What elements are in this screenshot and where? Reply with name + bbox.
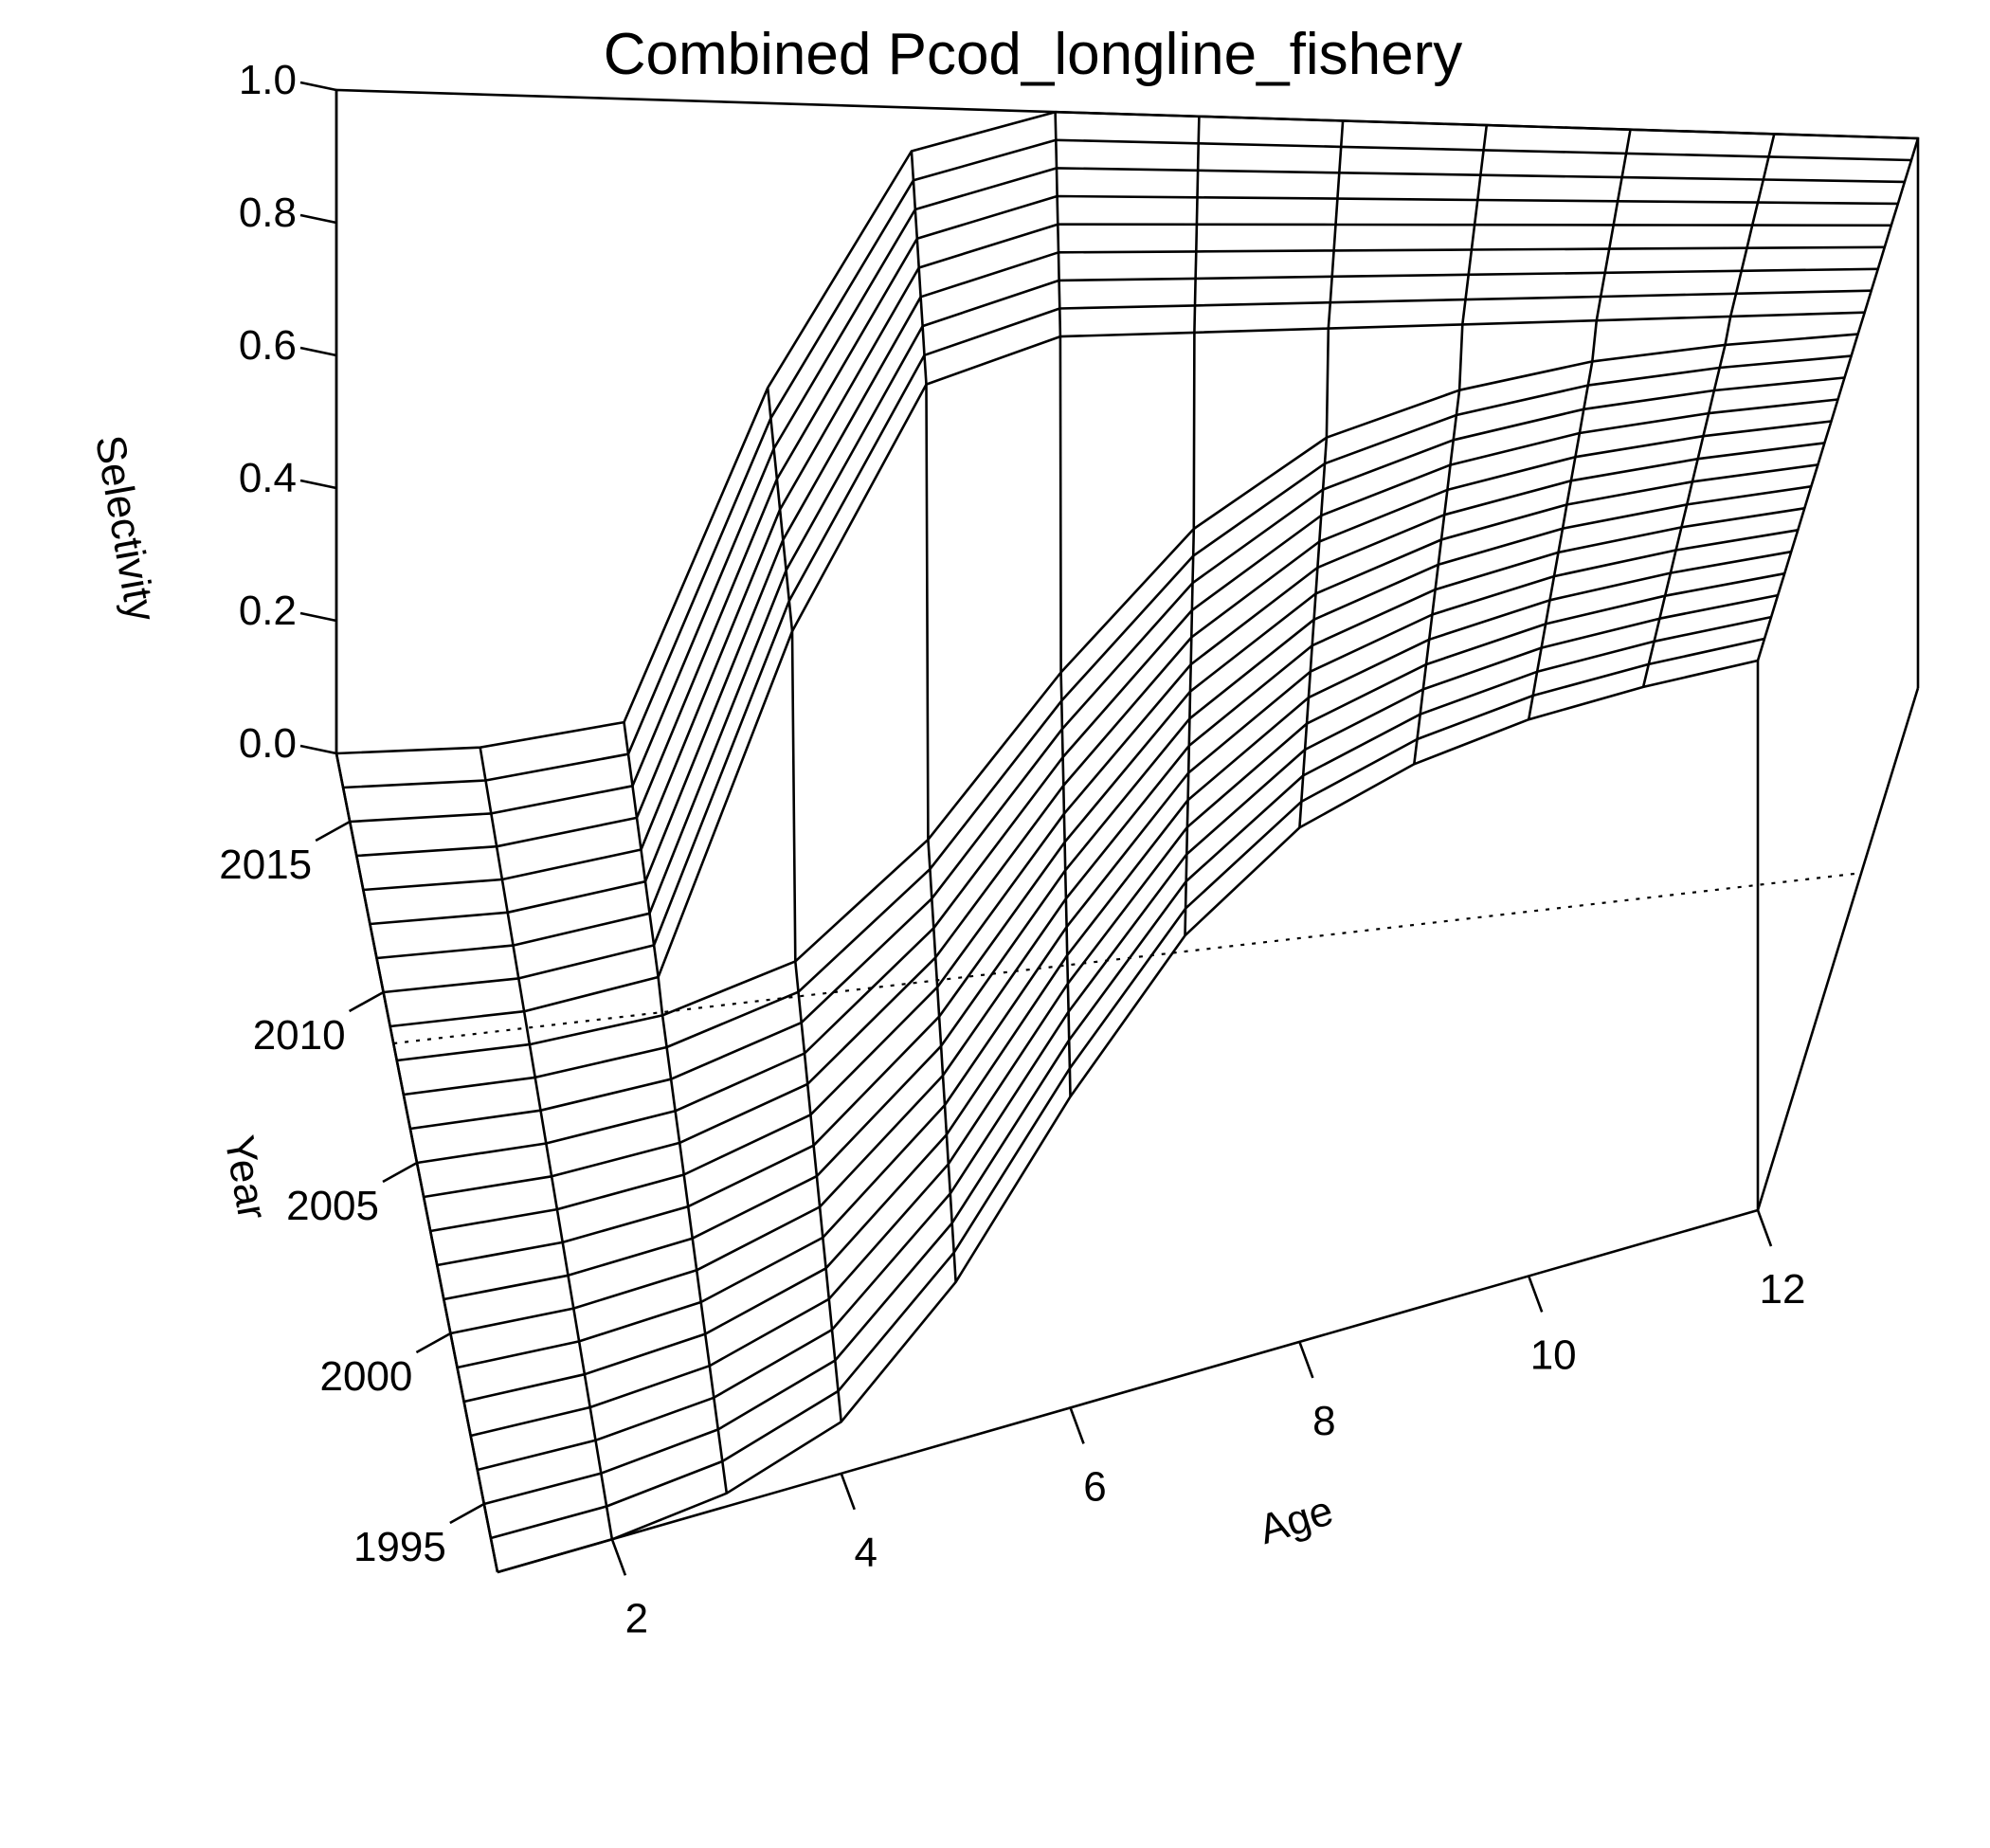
mesh-year-line (396, 333, 1858, 1062)
selectivity-tick-mark (299, 213, 337, 225)
selectivity-axis-label: Selectivity (86, 432, 165, 625)
mesh-year-line (463, 550, 1792, 1404)
age-tick-label: 6 (1083, 1463, 1106, 1510)
mesh-year-line (497, 659, 1759, 1574)
selectivity-tick-mark (299, 81, 337, 92)
mesh-year-line (470, 571, 1785, 1438)
mesh-year-line (450, 507, 1805, 1335)
age-tick-mark (1527, 1276, 1544, 1313)
mesh-year-line (356, 194, 1898, 858)
surface-mesh (335, 110, 1920, 1574)
age-tick-mark (610, 1538, 627, 1576)
mesh-year-line (443, 485, 1812, 1301)
year-tick-label: 2010 (253, 1012, 346, 1059)
age-axis: 2 4 6 8 10 12 (610, 1209, 1806, 1641)
year-tick-mark (449, 1502, 485, 1525)
mesh-year-line (490, 637, 1765, 1540)
year-tick-mark (382, 1161, 418, 1184)
mesh-year-line (429, 442, 1825, 1233)
year-tick-mark (348, 990, 385, 1013)
selectivity-tick-mark (299, 346, 337, 357)
mesh-year-line (335, 110, 1919, 755)
age-tick-label: 2 (625, 1595, 648, 1641)
selectivity-axis: 0.0 0.2 0.4 0.6 0.8 1.0 (239, 57, 337, 767)
mesh-year-line (376, 267, 1878, 960)
mesh-age-line (479, 747, 614, 1540)
year-tick-label: 2005 (286, 1183, 379, 1229)
mesh-age-line (1756, 137, 1920, 661)
mesh-year-line (403, 354, 1852, 1096)
mesh-year-line (477, 593, 1779, 1472)
year-tick-mark (415, 1332, 452, 1354)
box-edge-floor-front (497, 1208, 1759, 1574)
year-tick-label: 1995 (353, 1524, 446, 1570)
age-tick-label: 4 (854, 1530, 877, 1576)
age-tick-label: 8 (1312, 1398, 1335, 1444)
selectivity-tick-label: 0.4 (239, 455, 297, 501)
mesh-age-line (1641, 134, 1776, 688)
year-tick-mark (315, 820, 351, 842)
mesh-year-line (370, 245, 1885, 926)
mesh-year-line (343, 138, 1912, 789)
reference-year-line (393, 872, 1862, 1045)
mesh-age-line (1298, 120, 1345, 828)
age-tick-label: 12 (1760, 1266, 1806, 1313)
mesh-year-line (416, 398, 1838, 1165)
mesh-year-line (483, 615, 1772, 1506)
mesh-age-line (910, 151, 957, 1282)
mesh-year-line (350, 167, 1905, 824)
box-edge-floor-right (1756, 687, 1920, 1211)
back-box-edges (335, 88, 1920, 1211)
selectivity-tick-mark (299, 744, 337, 755)
selectivity-tick-mark (299, 479, 337, 490)
age-tick-mark (1069, 1406, 1085, 1444)
mesh-age-line (1413, 124, 1489, 765)
box-edge-back (335, 88, 1920, 753)
age-tick-mark (1756, 1209, 1773, 1247)
mesh-year-line (363, 223, 1891, 892)
mesh-age-line (623, 721, 729, 1494)
mesh-year-line (423, 420, 1832, 1199)
mesh-year-line (409, 376, 1845, 1131)
age-tick-label: 10 (1530, 1332, 1577, 1378)
year-tick-label: 2015 (219, 842, 312, 888)
selectivity-tick-label: 1.0 (239, 57, 297, 103)
mesh-age-line (1054, 112, 1072, 1097)
year-axis-label: Year (215, 1132, 276, 1223)
mesh-age-line (766, 388, 842, 1422)
age-axis-label: Age (1254, 1487, 1338, 1553)
year-axis: 1995 2000 2005 2010 2015 (219, 820, 485, 1570)
mesh-year-line (457, 529, 1799, 1369)
year-tick-label: 2000 (320, 1353, 413, 1400)
selectivity-tick-mark (299, 611, 337, 623)
reference-line (393, 872, 1862, 1045)
selectivity-tick-label: 0.0 (239, 720, 297, 767)
selectivity-tick-label: 0.2 (239, 588, 297, 634)
age-tick-mark (840, 1473, 856, 1511)
selectivity-tick-label: 0.6 (239, 322, 297, 369)
mesh-year-line (383, 289, 1872, 994)
mesh-year-line (389, 311, 1865, 1028)
mesh-age-line (1184, 116, 1201, 936)
chart-title: Combined Pcod_longline_fishery (604, 22, 1462, 87)
mesh-year-line (437, 463, 1818, 1267)
selectivity-tick-label: 0.8 (239, 190, 297, 236)
mesh-age-line (1527, 129, 1632, 720)
age-tick-mark (1298, 1341, 1314, 1379)
